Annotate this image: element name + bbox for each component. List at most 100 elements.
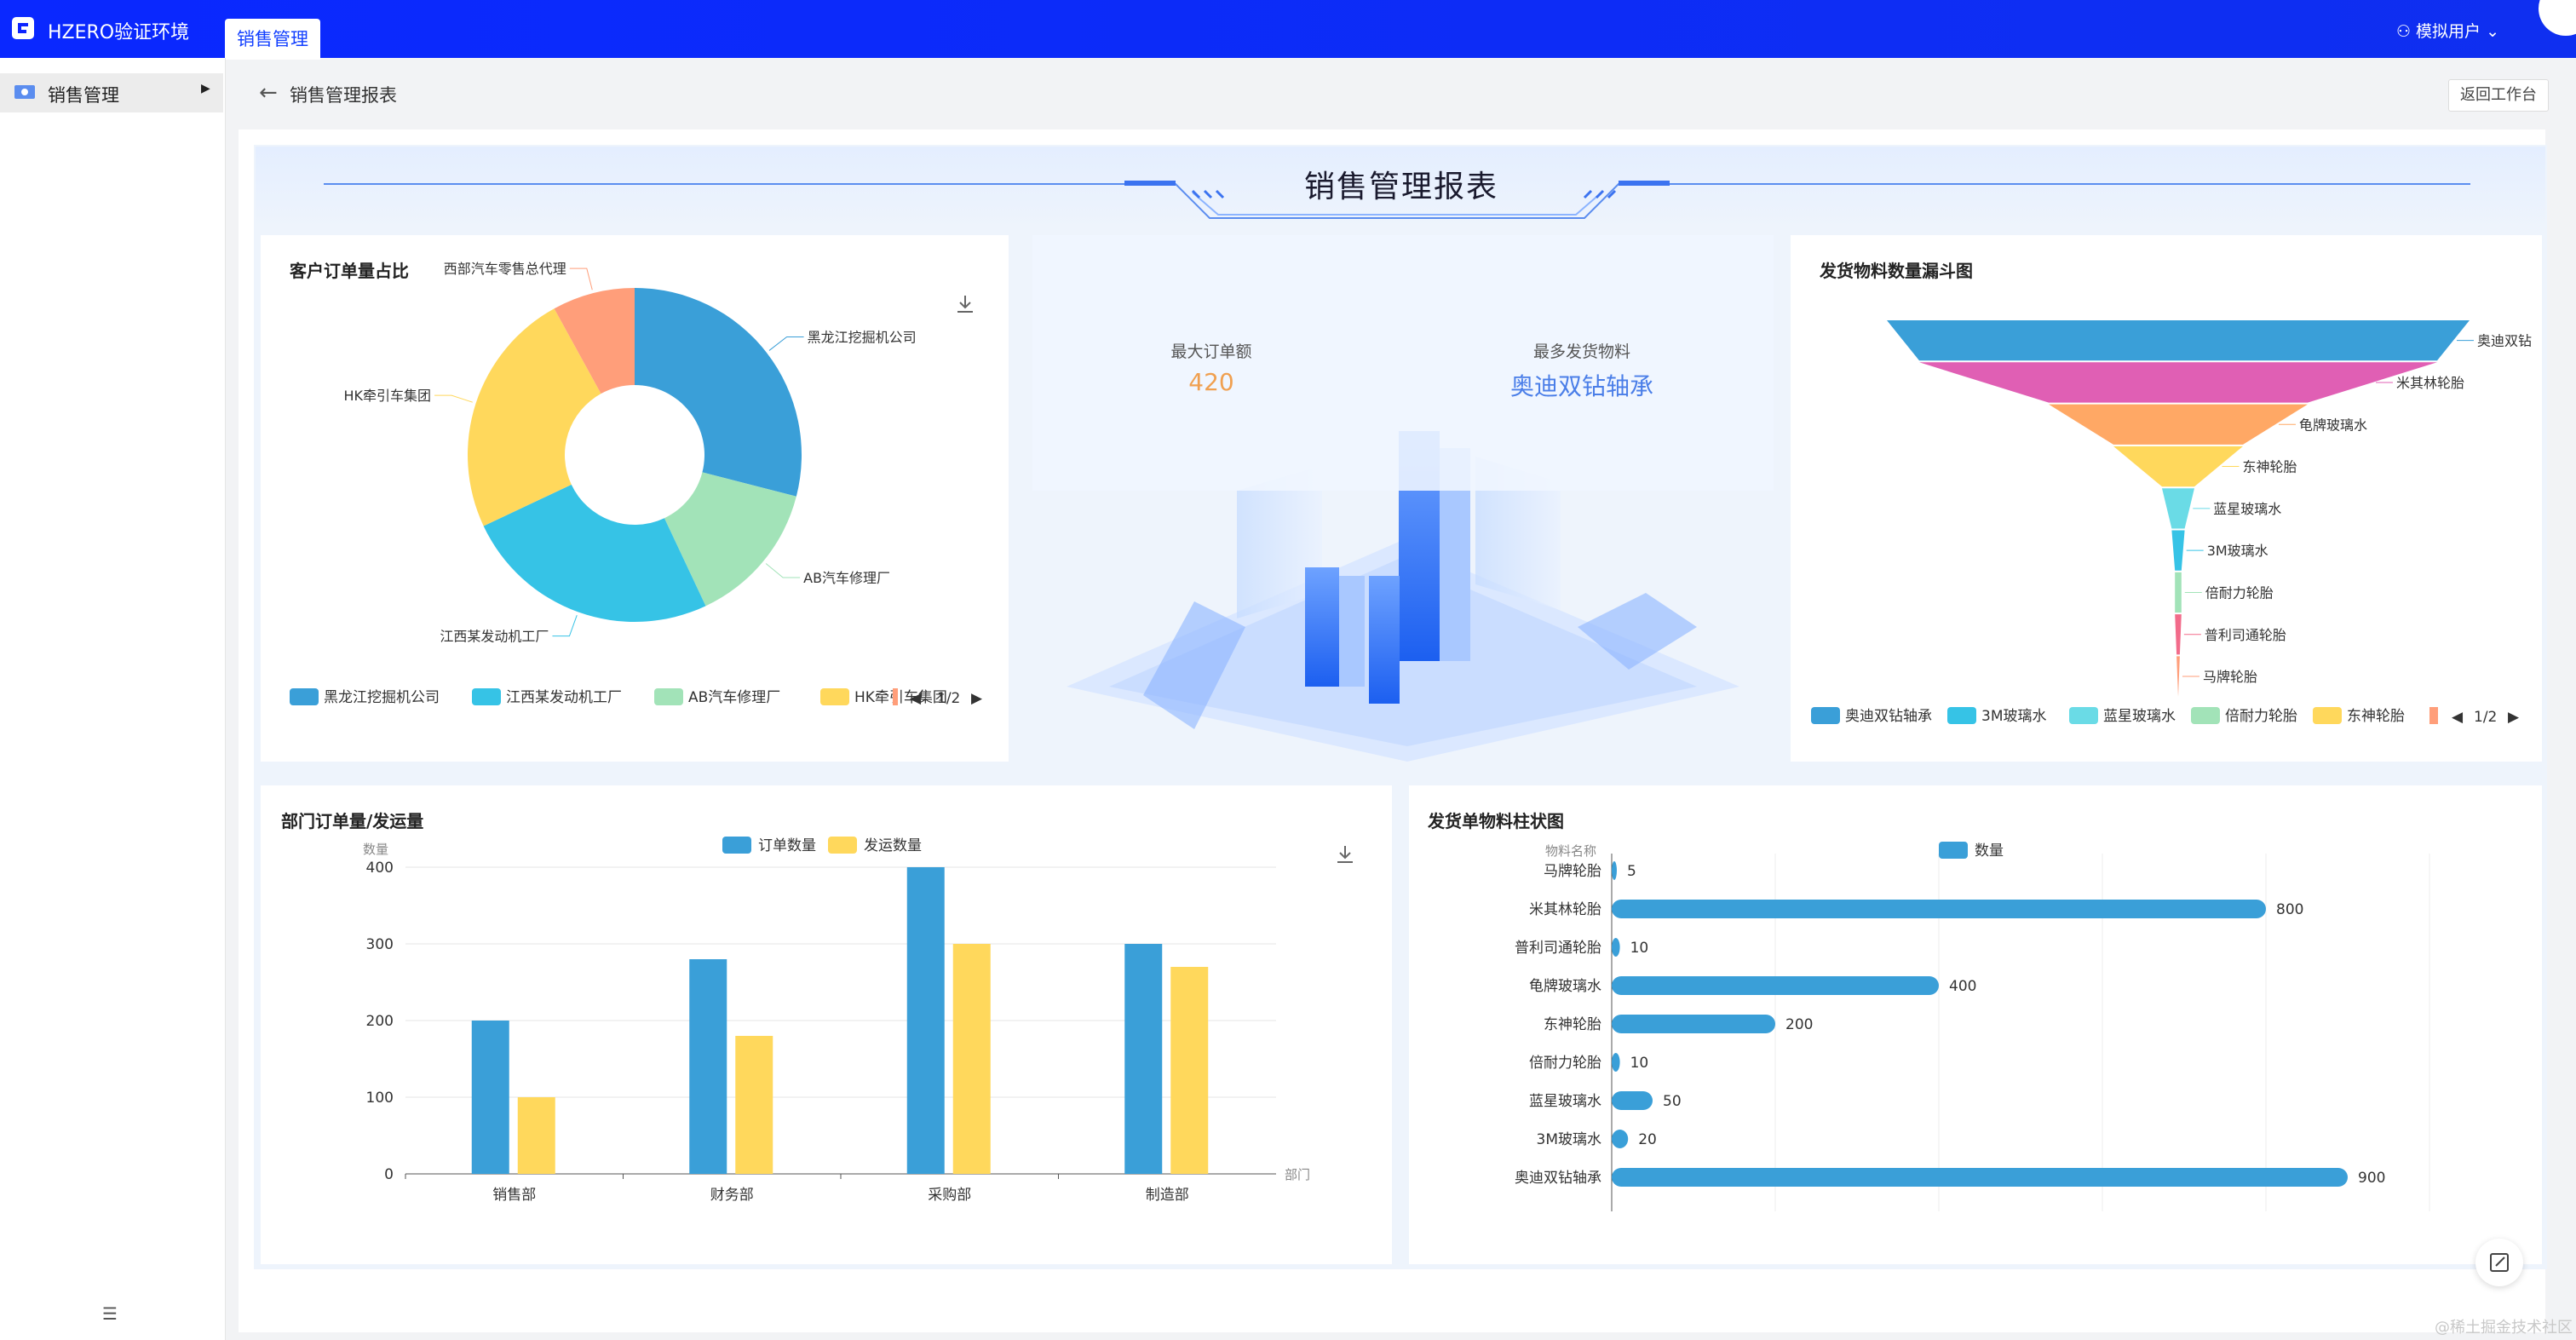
legend-item[interactable]: 蓝星玻璃水	[2103, 708, 2176, 725]
legend-page: 1/2	[937, 690, 960, 707]
legend-swatch[interactable]	[722, 837, 751, 854]
legend-swatch[interactable]	[828, 837, 857, 854]
funnel-segment[interactable]	[1919, 362, 2437, 403]
report-title: 销售管理报表	[1303, 170, 1498, 204]
funnel-segment[interactable]	[2171, 530, 2185, 571]
funnel-segment[interactable]	[2175, 614, 2182, 655]
funnel-label: 蓝星玻璃水	[2213, 501, 2281, 517]
funnel-segment[interactable]	[1887, 320, 2470, 361]
sidebar-item-sales[interactable]: 销售管理 ▶	[0, 73, 223, 112]
bar[interactable]	[1612, 938, 1620, 957]
x-tick-label: 财务部	[710, 1187, 754, 1204]
return-workbench-button[interactable]: 返回工作台	[2448, 79, 2549, 112]
legend-swatch[interactable]	[2191, 707, 2220, 724]
bar[interactable]	[1612, 1168, 2348, 1187]
legend-item[interactable]: 东神轮胎	[2347, 708, 2405, 725]
funnel-label: 龟牌玻璃水	[2299, 417, 2367, 433]
bar[interactable]	[1612, 1015, 1775, 1033]
banner-decoration	[324, 181, 2470, 219]
pie-slice[interactable]	[468, 308, 601, 526]
bar[interactable]	[517, 1097, 555, 1174]
bar[interactable]	[1612, 861, 1617, 880]
bar[interactable]	[471, 1021, 509, 1174]
funnel-segment[interactable]	[2175, 572, 2182, 613]
legend-swatch[interactable]	[472, 688, 501, 705]
app-logo-icon	[12, 17, 34, 39]
pie-chart: 黑龙江挖掘机公司AB汽车修理厂江西某发动机工厂HK牵引车集团西部汽车零售总代理 …	[290, 261, 983, 707]
legend-next-icon[interactable]: ▶	[971, 690, 983, 707]
legend-prev-icon[interactable]: ◀	[2452, 709, 2464, 726]
back-arrow-icon[interactable]: ←	[259, 80, 278, 106]
bar[interactable]	[1124, 944, 1163, 1174]
bar[interactable]	[1612, 1130, 1629, 1148]
data-label: 900	[2358, 1170, 2385, 1187]
bar[interactable]	[1612, 1091, 1653, 1110]
legend-item[interactable]: AB汽车修理厂	[688, 689, 780, 706]
collapse-sidebar-icon[interactable]: ☰	[102, 1303, 118, 1324]
bar[interactable]	[735, 1036, 773, 1174]
legend-item[interactable]: 发运数量	[864, 837, 922, 854]
data-label: 800	[2276, 901, 2303, 918]
y-tick-label: 3M玻璃水	[1537, 1131, 1601, 1148]
download-icon[interactable]	[1332, 842, 1358, 867]
top-material-label: 最多发货物料	[1532, 342, 1630, 361]
legend-item[interactable]: 倍耐力轮胎	[2225, 708, 2297, 725]
y-tick-label: 奥迪双钻轴承	[1515, 1170, 1601, 1187]
material-bar-panel: 发货单物料柱状图 物料名称 马牌轮胎 5 米其林轮胎 800 普利司通轮胎 10 龟牌玻璃水 4…	[1409, 785, 2542, 1264]
funnel-chart: 奥迪双钻米其林轮胎龟牌玻璃水东神轮胎蓝星玻璃水3M玻璃水倍耐力轮胎普利司通轮胎马…	[1811, 320, 2532, 726]
y-tick-label: 倍耐力轮胎	[1529, 1055, 1601, 1072]
legend-swatch[interactable]	[1811, 707, 1840, 724]
y-tick-label: 400	[366, 860, 394, 877]
pie-label-line	[552, 615, 578, 637]
user-menu[interactable]: ⚇ 模拟用户 ⌄	[2396, 19, 2499, 42]
funnel-segment[interactable]	[2049, 404, 2308, 445]
legend-swatch[interactable]	[820, 688, 849, 705]
legend-item[interactable]: 奥迪双钻轴承	[1845, 708, 1932, 725]
data-label: 10	[1630, 940, 1649, 957]
breadcrumb	[225, 61, 2576, 126]
data-label: 400	[1949, 978, 1976, 995]
bar[interactable]	[906, 867, 945, 1174]
stats-overlay	[1032, 235, 1774, 491]
y-tick-label: 东神轮胎	[1544, 1016, 1601, 1033]
funnel-label: 东神轮胎	[2243, 459, 2297, 475]
chevron-down-icon: ⌄	[2481, 22, 2499, 41]
bar[interactable]	[1170, 967, 1209, 1174]
legend-item[interactable]: 3M玻璃水	[1981, 708, 2046, 725]
bar[interactable]	[952, 944, 991, 1174]
page-title: 销售管理报表	[290, 85, 397, 106]
pie-label: 黑龙江挖掘机公司	[808, 329, 917, 345]
pie-slice[interactable]	[664, 472, 796, 607]
legend-swatch[interactable]	[1947, 707, 1976, 724]
legend-next-icon[interactable]: ▶	[2508, 709, 2520, 726]
legend-swatch[interactable]	[2069, 707, 2098, 724]
pie-slice[interactable]	[554, 288, 635, 394]
funnel-panel: 发货物料数量漏斗图 奥迪双钻 米其林轮胎 龟牌玻璃水 东神轮胎 蓝星玻璃水 3M玻璃水 倍耐…	[1791, 235, 2542, 762]
funnel-segment[interactable]	[2162, 488, 2194, 529]
legend-swatch[interactable]	[290, 688, 319, 705]
tab-sales-management[interactable]: 销售管理	[225, 19, 320, 60]
edit-button[interactable]	[2475, 1239, 2523, 1286]
funnel-segment[interactable]	[2176, 656, 2180, 697]
data-label: 20	[1638, 1131, 1657, 1148]
download-icon[interactable]	[952, 291, 978, 317]
legend-item[interactable]: 订单数量	[758, 837, 816, 854]
legend-item[interactable]: 数量	[1975, 843, 2004, 860]
legend-item[interactable]: 江西某发动机工厂	[506, 689, 622, 706]
funnel-segment[interactable]	[2113, 446, 2243, 487]
y-tick-label: 100	[366, 1090, 394, 1107]
dept-bar-panel: 部门订单量/发运量 0 100 200 300 400 数量 部门 销售部 财务部 采购部 制造部 订…	[261, 785, 1392, 1264]
legend-item[interactable]: HK牵引车集团	[854, 689, 947, 706]
legend-swatch[interactable]	[1939, 842, 1968, 859]
legend-prev-icon[interactable]: ◀	[910, 690, 922, 707]
bar[interactable]	[1612, 976, 1939, 995]
pie-slice[interactable]	[483, 484, 706, 622]
legend-swatch[interactable]	[2313, 707, 2342, 724]
bar[interactable]	[1612, 900, 2266, 918]
pie-slice[interactable]	[635, 288, 802, 497]
y-tick-label: 300	[366, 936, 394, 953]
legend-item[interactable]: 黑龙江挖掘机公司	[324, 689, 440, 706]
legend-swatch[interactable]	[654, 688, 683, 705]
bar[interactable]	[1612, 1053, 1620, 1072]
bar[interactable]	[689, 959, 727, 1174]
